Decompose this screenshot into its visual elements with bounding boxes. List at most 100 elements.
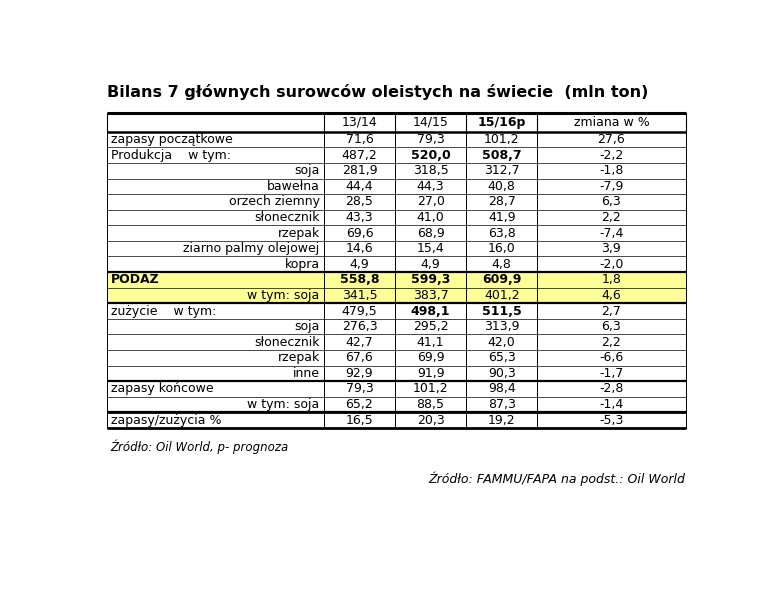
Text: 88,5: 88,5 [417,398,444,411]
Text: 44,4: 44,4 [346,180,373,193]
Text: 16,5: 16,5 [346,414,373,427]
Text: 520,0: 520,0 [411,149,451,162]
Text: 383,7: 383,7 [413,289,448,302]
Text: 65,2: 65,2 [346,398,373,411]
Text: 14,6: 14,6 [346,242,373,255]
Text: 42,0: 42,0 [488,336,516,349]
Text: -7,9: -7,9 [599,180,623,193]
Text: Produkcja    w tym:: Produkcja w tym: [111,149,231,162]
Text: 4,9: 4,9 [350,258,369,271]
Text: 401,2: 401,2 [484,289,519,302]
Text: 15/16p: 15/16p [477,116,526,129]
Text: Źródło: Oil World, p- prognoza: Źródło: Oil World, p- prognoza [110,439,288,454]
Text: 4,8: 4,8 [492,258,512,271]
Text: 312,7: 312,7 [484,164,519,177]
Text: -5,3: -5,3 [599,414,623,427]
Text: zmiana w %: zmiana w % [574,116,649,129]
Text: 2,7: 2,7 [601,305,621,318]
Bar [107,287,685,303]
Text: 41,9: 41,9 [488,211,516,224]
Text: 313,9: 313,9 [484,320,519,333]
Text: 43,3: 43,3 [346,211,373,224]
Bar [107,272,685,287]
Text: Bilans 7 głównych surowców oleistych na świecie  (mln ton): Bilans 7 głównych surowców oleistych na … [107,84,649,100]
Text: 295,2: 295,2 [413,320,448,333]
Text: w tym: soja: w tym: soja [248,398,320,411]
Text: 79,3: 79,3 [417,133,444,146]
Text: 16,0: 16,0 [488,242,516,255]
Text: zapasy początkowe: zapasy początkowe [111,133,233,146]
Text: 6,3: 6,3 [601,320,621,333]
Text: 341,5: 341,5 [342,289,377,302]
Text: 65,3: 65,3 [488,351,516,364]
Text: 276,3: 276,3 [342,320,377,333]
Text: 2,2: 2,2 [601,336,621,349]
Text: soja: soja [295,164,320,177]
Text: zapasy/zużycia %: zapasy/zużycia % [111,414,222,427]
Text: 20,3: 20,3 [417,414,444,427]
Text: 67,6: 67,6 [346,351,373,364]
Text: -6,6: -6,6 [599,351,623,364]
Text: 508,7: 508,7 [482,149,522,162]
Text: 68,9: 68,9 [417,227,444,240]
Text: 511,5: 511,5 [482,305,522,318]
Text: 6,3: 6,3 [601,196,621,208]
Text: 71,6: 71,6 [346,133,373,146]
Text: 2,2: 2,2 [601,211,621,224]
Text: 63,8: 63,8 [488,227,516,240]
Text: -2,8: -2,8 [599,383,623,396]
Text: słonecznik: słonecznik [254,336,320,349]
Text: 15,4: 15,4 [417,242,444,255]
Text: 4,6: 4,6 [601,289,621,302]
Text: 4,9: 4,9 [421,258,441,271]
Text: -1,7: -1,7 [599,367,623,380]
Text: słonecznik: słonecznik [254,211,320,224]
Text: 69,6: 69,6 [346,227,373,240]
Text: PODAŻ: PODAŻ [111,273,160,286]
Text: -2,0: -2,0 [599,258,623,271]
Text: rzepak: rzepak [278,227,320,240]
Text: 1,8: 1,8 [601,273,621,286]
Text: 281,9: 281,9 [342,164,377,177]
Text: w tym: soja: w tym: soja [248,289,320,302]
Text: 609,9: 609,9 [482,273,522,286]
Text: zapasy końcowe: zapasy końcowe [111,383,213,396]
Text: 87,3: 87,3 [488,398,516,411]
Text: 14/15: 14/15 [412,116,448,129]
Text: 13/14: 13/14 [342,116,377,129]
Text: rzepak: rzepak [278,351,320,364]
Text: 91,9: 91,9 [417,367,444,380]
Text: 479,5: 479,5 [342,305,377,318]
Text: -7,4: -7,4 [599,227,623,240]
Text: -2,2: -2,2 [599,149,623,162]
Text: -1,4: -1,4 [599,398,623,411]
Text: 41,1: 41,1 [417,336,444,349]
Text: 69,9: 69,9 [417,351,444,364]
Text: 28,5: 28,5 [346,196,373,208]
Text: inne: inne [293,367,320,380]
Text: 40,8: 40,8 [488,180,516,193]
Text: 44,3: 44,3 [417,180,444,193]
Text: bawełna: bawełna [267,180,320,193]
Text: 3,9: 3,9 [601,242,621,255]
Text: 90,3: 90,3 [488,367,516,380]
Text: 498,1: 498,1 [411,305,451,318]
Text: ziarno palmy olejowej: ziarno palmy olejowej [184,242,320,255]
Text: 98,4: 98,4 [488,383,516,396]
Text: 79,3: 79,3 [346,383,373,396]
Text: 558,8: 558,8 [340,273,379,286]
Text: 599,3: 599,3 [411,273,451,286]
Text: 42,7: 42,7 [346,336,373,349]
Text: 28,7: 28,7 [488,196,516,208]
Text: zużycie    w tym:: zużycie w tym: [111,305,216,318]
Text: 101,2: 101,2 [484,133,519,146]
Text: kopra: kopra [285,258,320,271]
Text: 27,0: 27,0 [417,196,444,208]
Text: orzech ziemny: orzech ziemny [229,196,320,208]
Text: 92,9: 92,9 [346,367,373,380]
Text: -1,8: -1,8 [599,164,623,177]
Text: 318,5: 318,5 [413,164,448,177]
Text: soja: soja [295,320,320,333]
Text: 41,0: 41,0 [417,211,444,224]
Text: Źródło: FAMMU/FAPA na podst.: Oil World: Źródło: FAMMU/FAPA na podst.: Oil World [428,471,685,486]
